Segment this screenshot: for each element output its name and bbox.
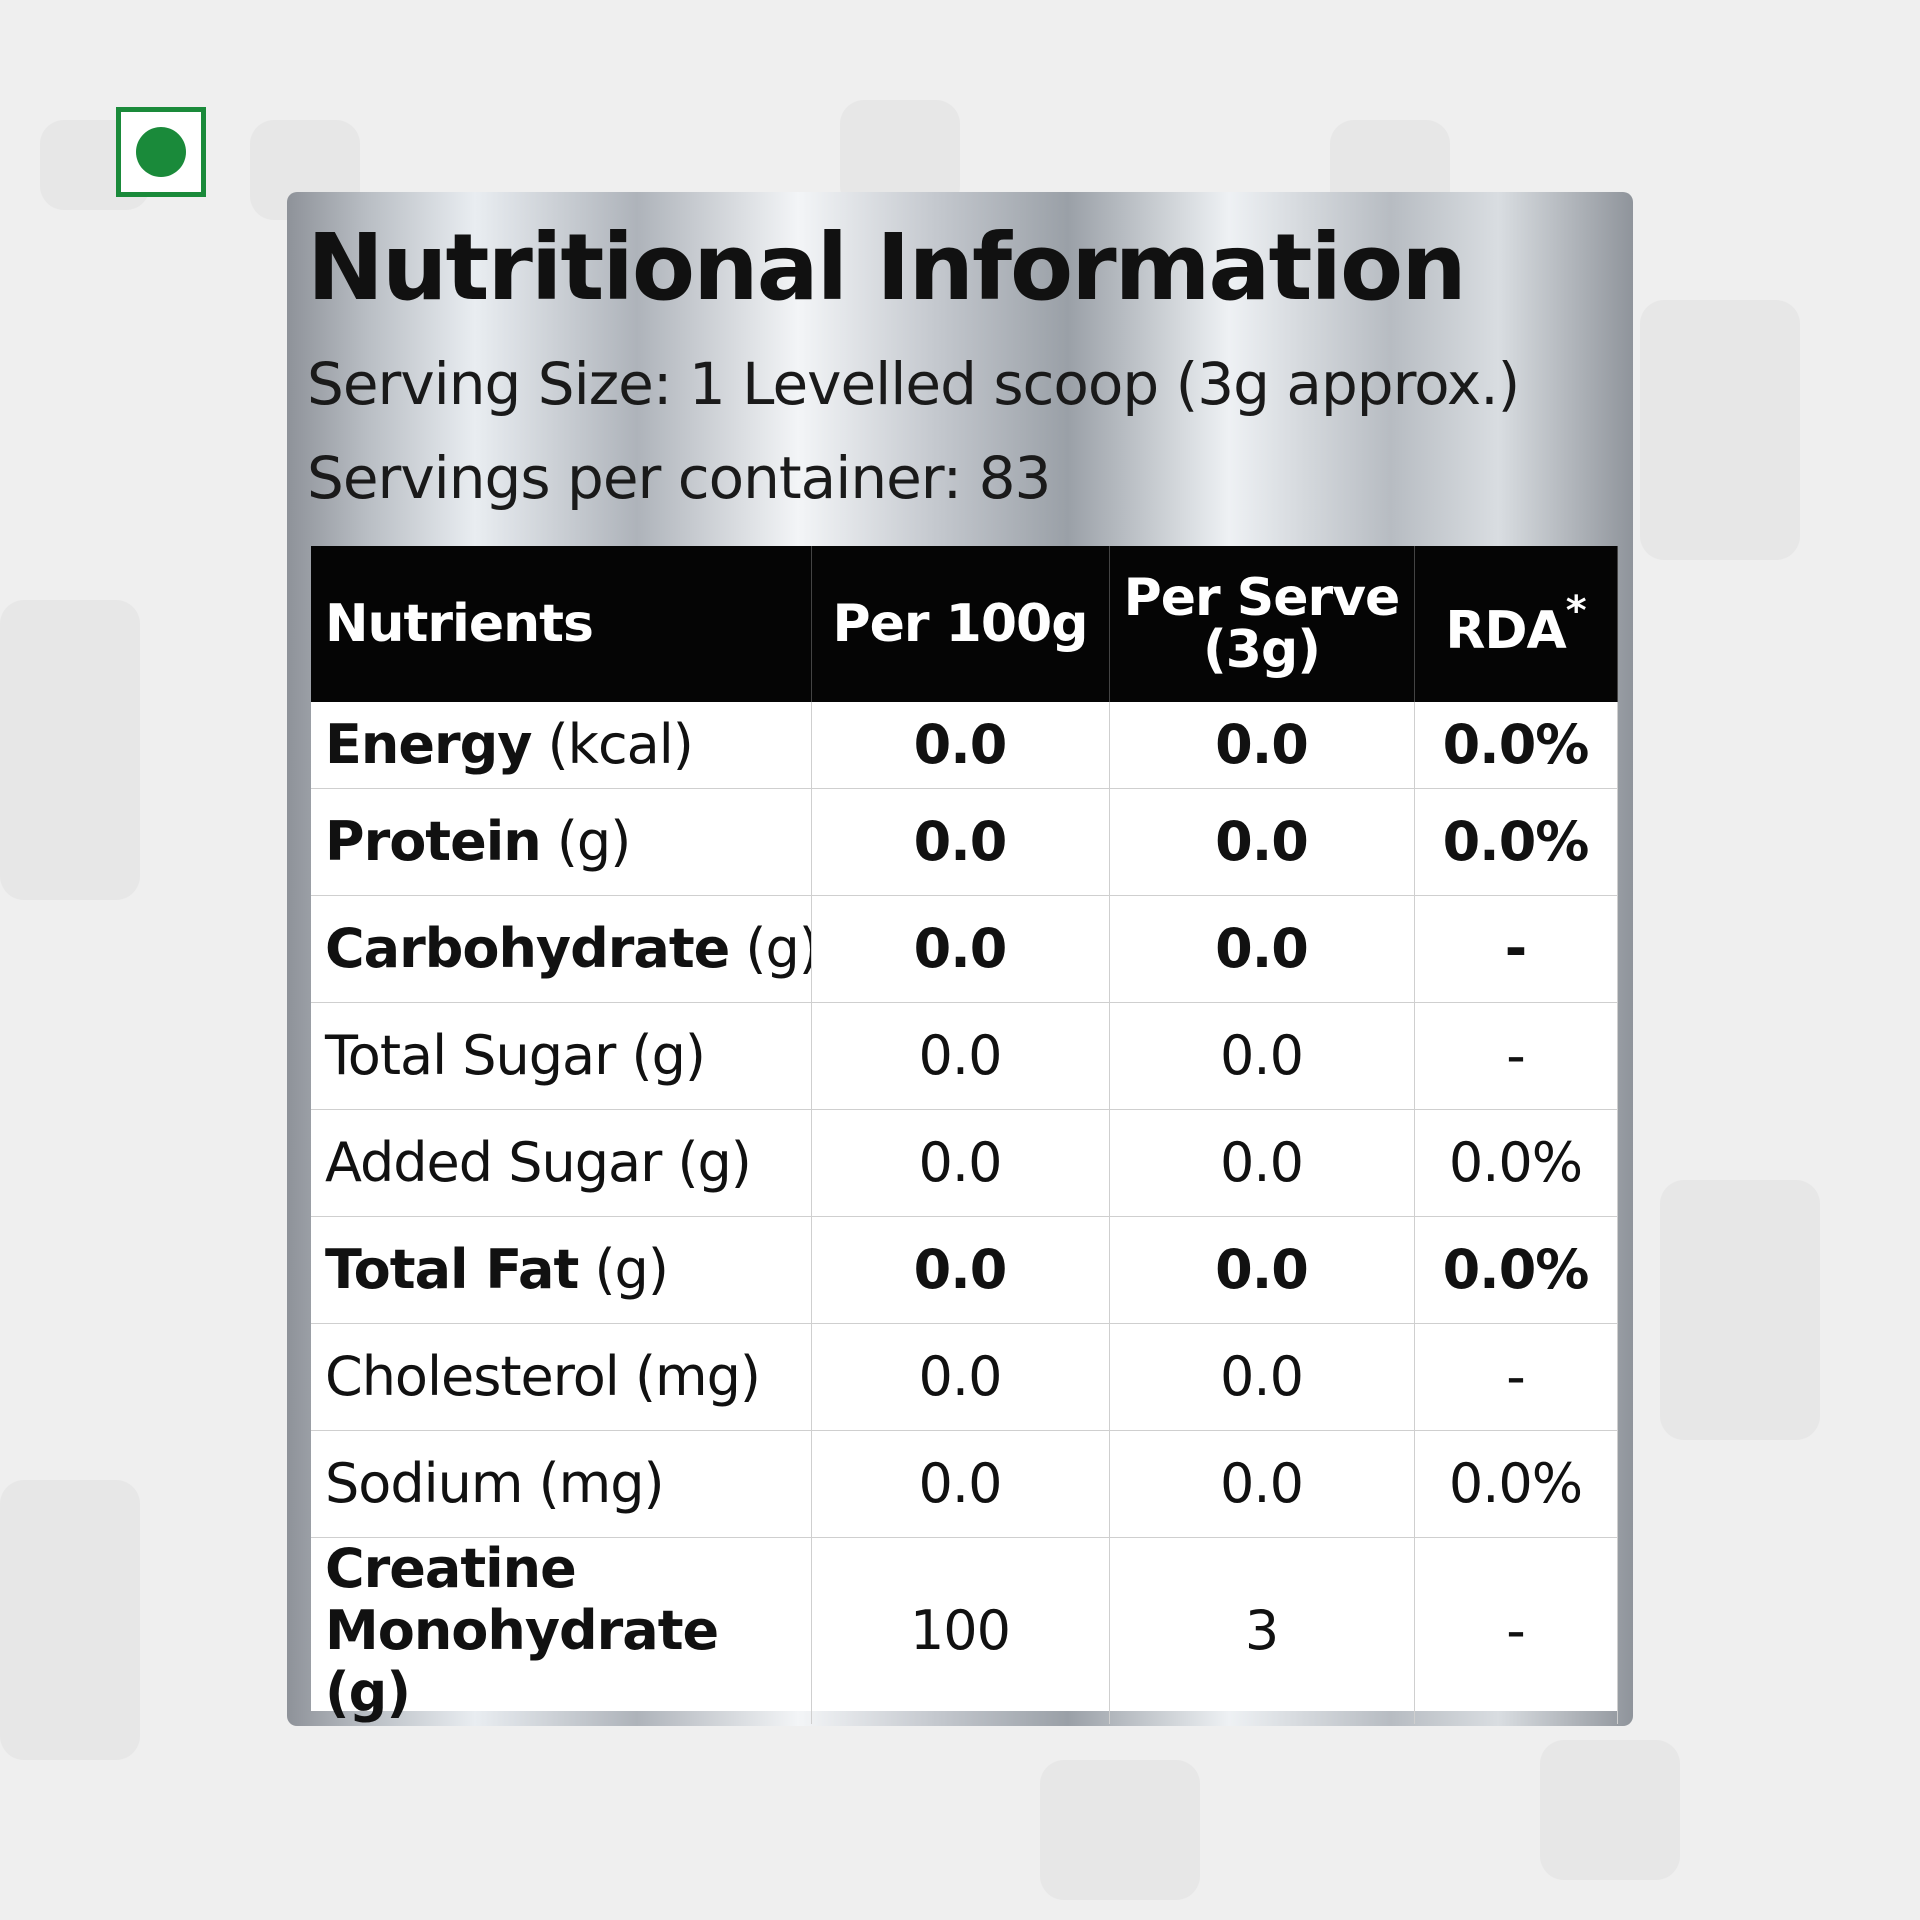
nutrient-unit: (g) [578,1238,668,1301]
nutrition-table-container: Nutrients Per 100g Per Serve (3g) RDA* E… [311,546,1618,1724]
per-100g-value: 0.0 [811,1109,1110,1217]
veg-symbol-icon [116,107,206,197]
serving-size: Serving Size: 1 Levelled scoop (3g appro… [307,350,1520,418]
nutrient-name: Total Fat [325,1238,579,1301]
per-100g-value: 100 [811,1537,1110,1724]
rda-value: - [1414,1002,1618,1110]
nutrient-name-cell: Creatine Monohydrate (g) [311,1537,812,1724]
per-serve-value: 0.0 [1109,895,1415,1003]
header-per-serve: Per Serve (3g) [1109,546,1415,702]
rda-value: 0.0% [1414,1109,1618,1217]
table-header-row: Nutrients Per 100g Per Serve (3g) RDA* [311,546,1618,702]
table-row: Cholesterol (mg) 0.0 0.0 - [311,1323,1618,1431]
header-per-100g: Per 100g [811,546,1110,702]
per-100g-value: 0.0 [811,895,1110,1003]
rda-value: 0.0% [1414,788,1618,896]
rda-value: - [1414,895,1618,1003]
panel-title: Nutritional Information [307,214,1467,321]
table-row: Carbohydrate (g) 0.0 0.0 - [311,895,1618,1003]
table-row: Total Sugar (g) 0.0 0.0 - [311,1002,1618,1110]
nutrient-unit: (g) [729,917,811,980]
nutrient-unit: (mg) [522,1452,665,1515]
header-per-serve-line2: (3g) [1203,620,1321,680]
background-tub-graphic [840,100,960,210]
per-serve-value: 0.0 [1109,1430,1415,1538]
nutrient-name-cell: Total Sugar (g) [311,1002,812,1110]
per-serve-value: 3 [1109,1537,1415,1724]
nutrient-name: Cholesterol [325,1345,620,1408]
background-tub-graphic [1540,1740,1680,1880]
per-100g-value: 0.0 [811,1002,1110,1110]
nutrient-unit: (mg) [618,1345,761,1408]
nutrient-unit: (kcal) [531,713,694,777]
background-tub-graphic [0,600,140,900]
rda-value: - [1414,1537,1618,1724]
nutrient-name: Sodium [325,1452,523,1515]
nutrient-unit: (g) [325,1660,411,1724]
per-serve-value: 0.0 [1109,1323,1415,1431]
nutrient-name-cell: Carbohydrate (g) [311,895,812,1003]
nutrition-panel: Nutritional Information Serving Size: 1 … [287,192,1633,1726]
table-row: Sodium (mg) 0.0 0.0 0.0% [311,1430,1618,1538]
per-100g-value: 0.0 [811,1430,1110,1538]
nutrient-name: Energy [325,713,532,777]
nutrient-unit: (g) [540,810,631,873]
nutrition-table: Nutrients Per 100g Per Serve (3g) RDA* E… [311,546,1618,1724]
rda-value: - [1414,1323,1618,1431]
nutrient-unit: (g) [661,1131,751,1194]
per-100g-value: 0.0 [811,1323,1110,1431]
servings-per-container: Servings per container: 83 [307,444,1051,512]
background-tub-graphic [1660,1180,1820,1440]
table-row: Total Fat (g) 0.0 0.0 0.0% [311,1216,1618,1324]
rda-value: 0.0% [1414,1216,1618,1324]
table-row: Creatine Monohydrate (g) 100 3 - [311,1537,1618,1724]
header-rda: RDA* [1414,546,1618,702]
nutrient-name-cell: Total Fat (g) [311,1216,812,1324]
header-per-serve-line1: Per Serve [1123,568,1401,628]
rda-asterisk: * [1565,588,1587,634]
per-100g-value: 0.0 [811,702,1110,789]
rda-value: 0.0% [1414,702,1618,789]
nutrient-name: Added Sugar [325,1131,662,1194]
table-row: Energy (kcal) 0.0 0.0 0.0% [311,702,1618,789]
nutrient-name-cell: Sodium (mg) [311,1430,812,1538]
per-serve-value: 0.0 [1109,1216,1415,1324]
nutrient-name-cell: Energy (kcal) [311,702,812,789]
nutrient-name: Creatine Monohydrate [325,1537,719,1662]
header-nutrients: Nutrients [311,546,812,702]
nutrient-name-cell: Added Sugar (g) [311,1109,812,1217]
per-serve-value: 0.0 [1109,788,1415,896]
nutrient-name: Total Sugar [325,1024,616,1087]
background-tub-graphic [0,1480,140,1760]
header-rda-label: RDA [1445,601,1566,661]
nutrient-name-cell: Protein (g) [311,788,812,896]
per-serve-value: 0.0 [1109,1109,1415,1217]
nutrient-name: Carbohydrate [325,917,730,980]
table-row: Added Sugar (g) 0.0 0.0 0.0% [311,1109,1618,1217]
table-row: Protein (g) 0.0 0.0 0.0% [311,788,1618,896]
per-100g-value: 0.0 [811,1216,1110,1324]
per-100g-value: 0.0 [811,788,1110,896]
background-tub-graphic [1640,300,1800,560]
veg-dot [136,127,186,177]
per-serve-value: 0.0 [1109,702,1415,789]
background-tub-graphic [1040,1760,1200,1900]
nutrient-name-cell: Cholesterol (mg) [311,1323,812,1431]
per-serve-value: 0.0 [1109,1002,1415,1110]
rda-value: 0.0% [1414,1430,1618,1538]
nutrient-unit: (g) [615,1024,706,1087]
nutrient-name: Protein [325,810,542,873]
